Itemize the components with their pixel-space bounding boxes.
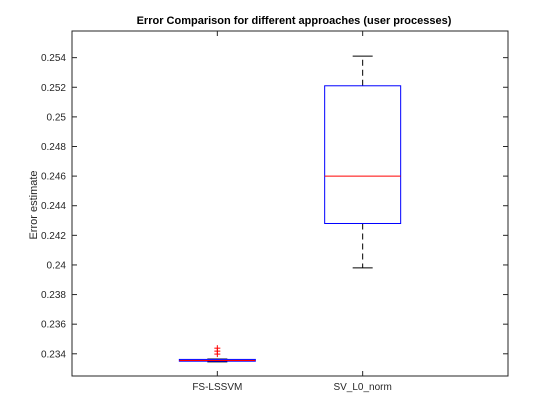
y-axis-label: Error estimate <box>28 170 40 239</box>
box-iqr <box>324 85 402 224</box>
y-tick-label: 0.234 <box>41 349 66 360</box>
y-axis-ticks: 0.234 0.236 0.238 0.24 0.242 0.244 0.246 0.248 0… <box>41 53 508 360</box>
outlier-marker <box>214 345 221 352</box>
y-tick-label: 0.244 <box>41 201 66 212</box>
y-tick-label: 0.252 <box>41 83 66 94</box>
box-fs-lssvm <box>178 345 256 363</box>
y-tick-label: 0.248 <box>41 142 66 153</box>
y-tick-label: 0.254 <box>41 53 66 64</box>
y-tick-label: 0.25 <box>47 112 67 123</box>
x-tick-label: FS-LSSVM <box>192 382 242 393</box>
axes-frame <box>71 30 509 377</box>
chart-title: Error Comparison for different approache… <box>137 15 452 27</box>
y-tick-label: 0.246 <box>41 172 66 183</box>
box-sv-l0-norm <box>324 55 402 269</box>
y-tick-label: 0.236 <box>41 320 66 331</box>
plot-area <box>178 55 402 363</box>
y-tick-label: 0.242 <box>41 231 66 242</box>
x-tick-label: SV_L0_norm <box>333 382 391 393</box>
y-tick-label: 0.238 <box>41 290 66 301</box>
x-axis-ticks: FS-LSSVM SV_L0_norm <box>192 31 392 393</box>
y-tick-label: 0.24 <box>47 260 67 271</box>
